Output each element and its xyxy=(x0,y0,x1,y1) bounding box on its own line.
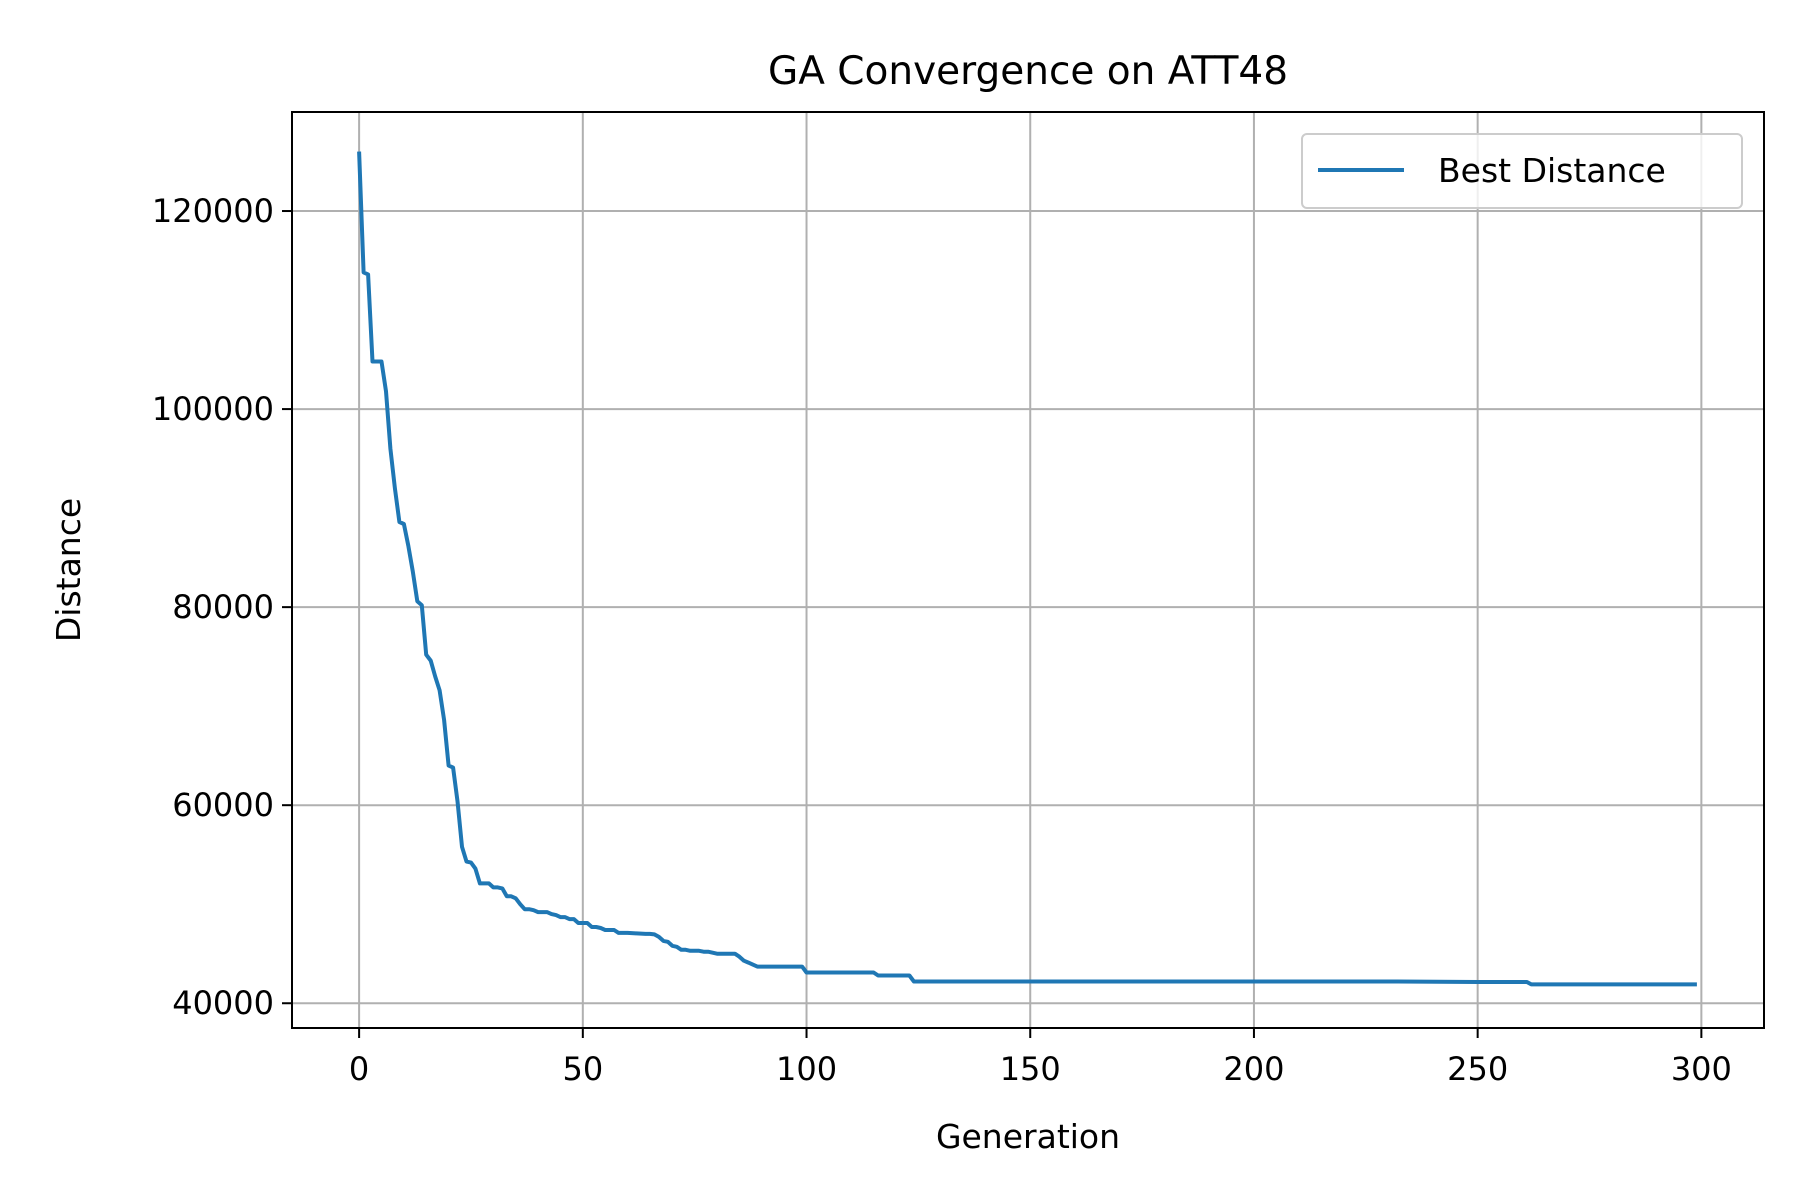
series-layer xyxy=(357,151,1697,987)
ticks: 0 50 100 150 200 250 300 40000 60000 80000 100000 1… xyxy=(152,192,1732,1088)
x-axis-title: Generation xyxy=(936,1117,1120,1156)
x-tick-label: 300 xyxy=(1671,1050,1732,1088)
x-tick-label: 50 xyxy=(562,1050,603,1088)
y-axis-title: Distance xyxy=(49,498,88,642)
y-tick-label: 60000 xyxy=(172,786,274,824)
x-tick-label: 200 xyxy=(1223,1050,1284,1088)
x-tick-label: 250 xyxy=(1447,1050,1508,1088)
x-tick-label: 0 xyxy=(349,1050,369,1088)
legend-label-best-distance: Best Distance xyxy=(1438,151,1666,190)
x-tick-label: 150 xyxy=(1000,1050,1061,1088)
y-tick-label: 80000 xyxy=(172,588,274,626)
y-tick-label: 40000 xyxy=(172,984,274,1022)
legend-box xyxy=(1301,133,1743,209)
y-tick-label: 100000 xyxy=(152,390,274,428)
plot-area-frame xyxy=(291,111,1765,1029)
x-tick-label: 100 xyxy=(776,1050,837,1088)
grid xyxy=(292,112,1764,1028)
legend: Best Distance xyxy=(1301,133,1743,209)
series-line-best-distance xyxy=(357,151,1697,987)
y-tick-label: 120000 xyxy=(152,192,274,230)
chart-title: GA Convergence on ATT48 xyxy=(768,49,1288,94)
